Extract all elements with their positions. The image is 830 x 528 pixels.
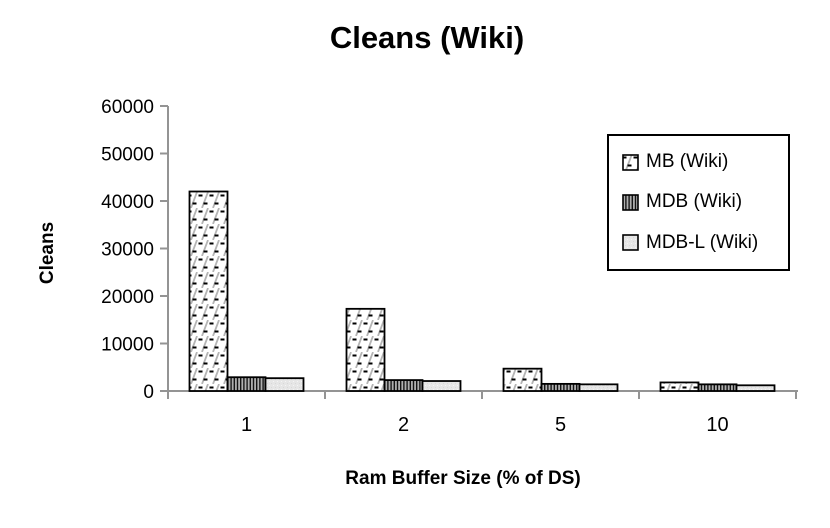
bar-mdb-5	[540, 382, 581, 392]
legend-swatch-mdbl-icon	[622, 234, 639, 252]
chart-title: Cleans (Wiki)	[329, 20, 525, 55]
y-tick-label: 30000	[101, 240, 154, 261]
legend-label-mdbl: MDB-L (Wiki)	[646, 231, 759, 253]
y-tick-label: 0	[143, 382, 154, 403]
bar-mdbl-5	[578, 383, 619, 392]
legend-item-mb: MB (Wiki)	[622, 151, 788, 173]
y-tick-label: 40000	[101, 192, 154, 213]
bar-mdbl-2	[421, 380, 462, 392]
legend-label-mdb: MDB (Wiki)	[646, 191, 743, 213]
x-tick-label: 5	[555, 414, 566, 436]
bar-mb-10	[659, 381, 700, 392]
y-tick-label: 10000	[101, 335, 154, 356]
x-tick-label: 2	[398, 414, 409, 436]
bar-mdb-1	[226, 376, 267, 392]
bars	[188, 190, 776, 392]
y-tick-label: 60000	[101, 97, 154, 118]
x-axis-title: Ram Buffer Size (% of DS)	[345, 468, 581, 489]
legend-label-mb: MB (Wiki)	[646, 151, 729, 173]
legend-swatch-mb-icon	[622, 153, 639, 171]
x-tick-label: 1	[241, 414, 252, 436]
y-tick-label: 20000	[101, 287, 154, 308]
bar-mb-5	[502, 367, 543, 392]
axis-labels: 0 10000 20000 30000 40000 50000 60000 1 2 5 10	[101, 97, 728, 436]
legend: MB (Wiki) MDB (Wiki) MDB-L (Wiki)	[607, 134, 790, 271]
bar-mdbl-10	[735, 384, 776, 392]
bar-mb-1	[188, 190, 229, 392]
bar-mdb-2	[383, 379, 424, 392]
bar-mdbl-1	[264, 377, 305, 392]
y-tick-label: 50000	[101, 145, 154, 166]
bar-mb-2	[345, 307, 386, 392]
legend-item-mdbl: MDB-L (Wiki)	[622, 232, 788, 254]
legend-item-mdb: MDB (Wiki)	[622, 191, 788, 213]
x-tick-label: 10	[706, 414, 728, 436]
bar-mdb-10	[697, 383, 738, 392]
legend-swatch-mdb-icon	[622, 194, 639, 211]
